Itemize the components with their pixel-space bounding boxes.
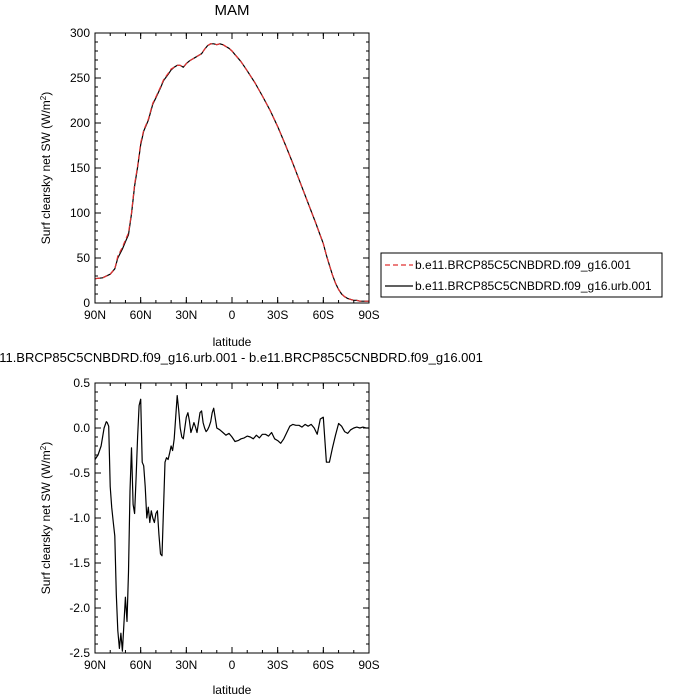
top-chart-title: MAM [215,2,250,19]
bottom-y-axis-label-superscript: 2 [39,445,48,450]
bottom-x-tick-label: 30N [175,658,197,672]
bottom-y-axis-label-close: ) [39,442,53,446]
bottom-x-tick-label: 0 [229,658,236,672]
bottom-chart-title: b.e11.BRCP85C5CNBDRD.f09_g16.urb.001 - b… [0,350,483,365]
bottom-x-tick-label: 30S [267,658,288,672]
top-y-axis-label-close: ) [39,92,53,96]
top-y-axis-label-main: Surf clearsky net SW (W/m [39,100,53,244]
bottom-y-tick-label: -1.0 [69,511,90,525]
top-panel: MAM 90N 60N 30N 0 30S 60S 90S 0 50 100 150 200 250 30… [39,2,380,349]
bottom-x-axis-label: latitude [213,683,252,697]
bottom-y-tick-label: 0.5 [73,376,90,390]
bottom-panel: b.e11.BRCP85C5CNBDRD.f09_g16.urb.001 - b… [0,350,483,697]
bottom-series-group [94,395,369,652]
top-x-tick-label: 90N [84,308,106,322]
top-y-axis-label-superscript: 2 [39,95,48,100]
bottom-y-axis-label: Surf clearsky net SW (W/m2) [39,442,53,594]
top-y-tick-label: 250 [70,71,90,85]
bottom-plot-frame [94,382,370,654]
bottom-y-tick-label: -2.0 [69,601,90,615]
top-x-tick-label: 60N [130,308,152,322]
top-y-tick-label: 200 [70,116,90,130]
top-series-line-1 [94,43,369,302]
top-y-tick-label: 300 [70,26,90,40]
bottom-x-tick-label: 90S [358,658,379,672]
top-x-tick-label: 60S [313,308,334,322]
legend-box [380,252,663,298]
legend-label-series-1: b.e11.BRCP85C5CNBDRD.f09_g16.001 [415,258,631,272]
bottom-tick-group: 90N 60N 30N 0 30S 60S 90S 0.5 0.0 -0.5 -1.0 -1.5 -2.… [69,376,379,672]
top-x-tick-label: 90S [358,308,379,322]
bottom-series-line-1 [94,395,369,652]
legend-label-series-2: b.e11.BRCP85C5CNBDRD.f09_g16.urb.001 [415,279,652,293]
top-x-tick-label: 30S [267,308,288,322]
legend: b.e11.BRCP85C5CNBDRD.f09_g16.001 b.e11.B… [380,252,663,298]
top-y-axis-label: Surf clearsky net SW (W/m2) [39,92,53,244]
top-x-axis-label: latitude [213,335,252,349]
top-x-tick-label: 30N [175,308,197,322]
bottom-y-tick-label: -1.5 [69,556,90,570]
top-plot-frame [94,32,370,304]
top-x-tick-label: 0 [229,308,236,322]
bottom-y-tick-label: 0.0 [73,421,90,435]
top-series-group [94,43,369,302]
bottom-y-axis-label-main: Surf clearsky net SW (W/m [39,450,53,594]
bottom-x-tick-label: 60N [130,658,152,672]
bottom-y-tick-label: -2.5 [69,646,90,660]
bottom-x-tick-label: 90N [84,658,106,672]
top-y-tick-label: 100 [70,206,90,220]
bottom-x-tick-label: 60S [313,658,334,672]
top-y-tick-label: 50 [77,251,91,265]
top-y-tick-label: 0 [83,296,90,310]
bottom-y-tick-label: -0.5 [69,466,90,480]
top-tick-group: 90N 60N 30N 0 30S 60S 90S 0 50 100 150 200 250 300 [70,26,380,322]
top-y-tick-label: 150 [70,161,90,175]
